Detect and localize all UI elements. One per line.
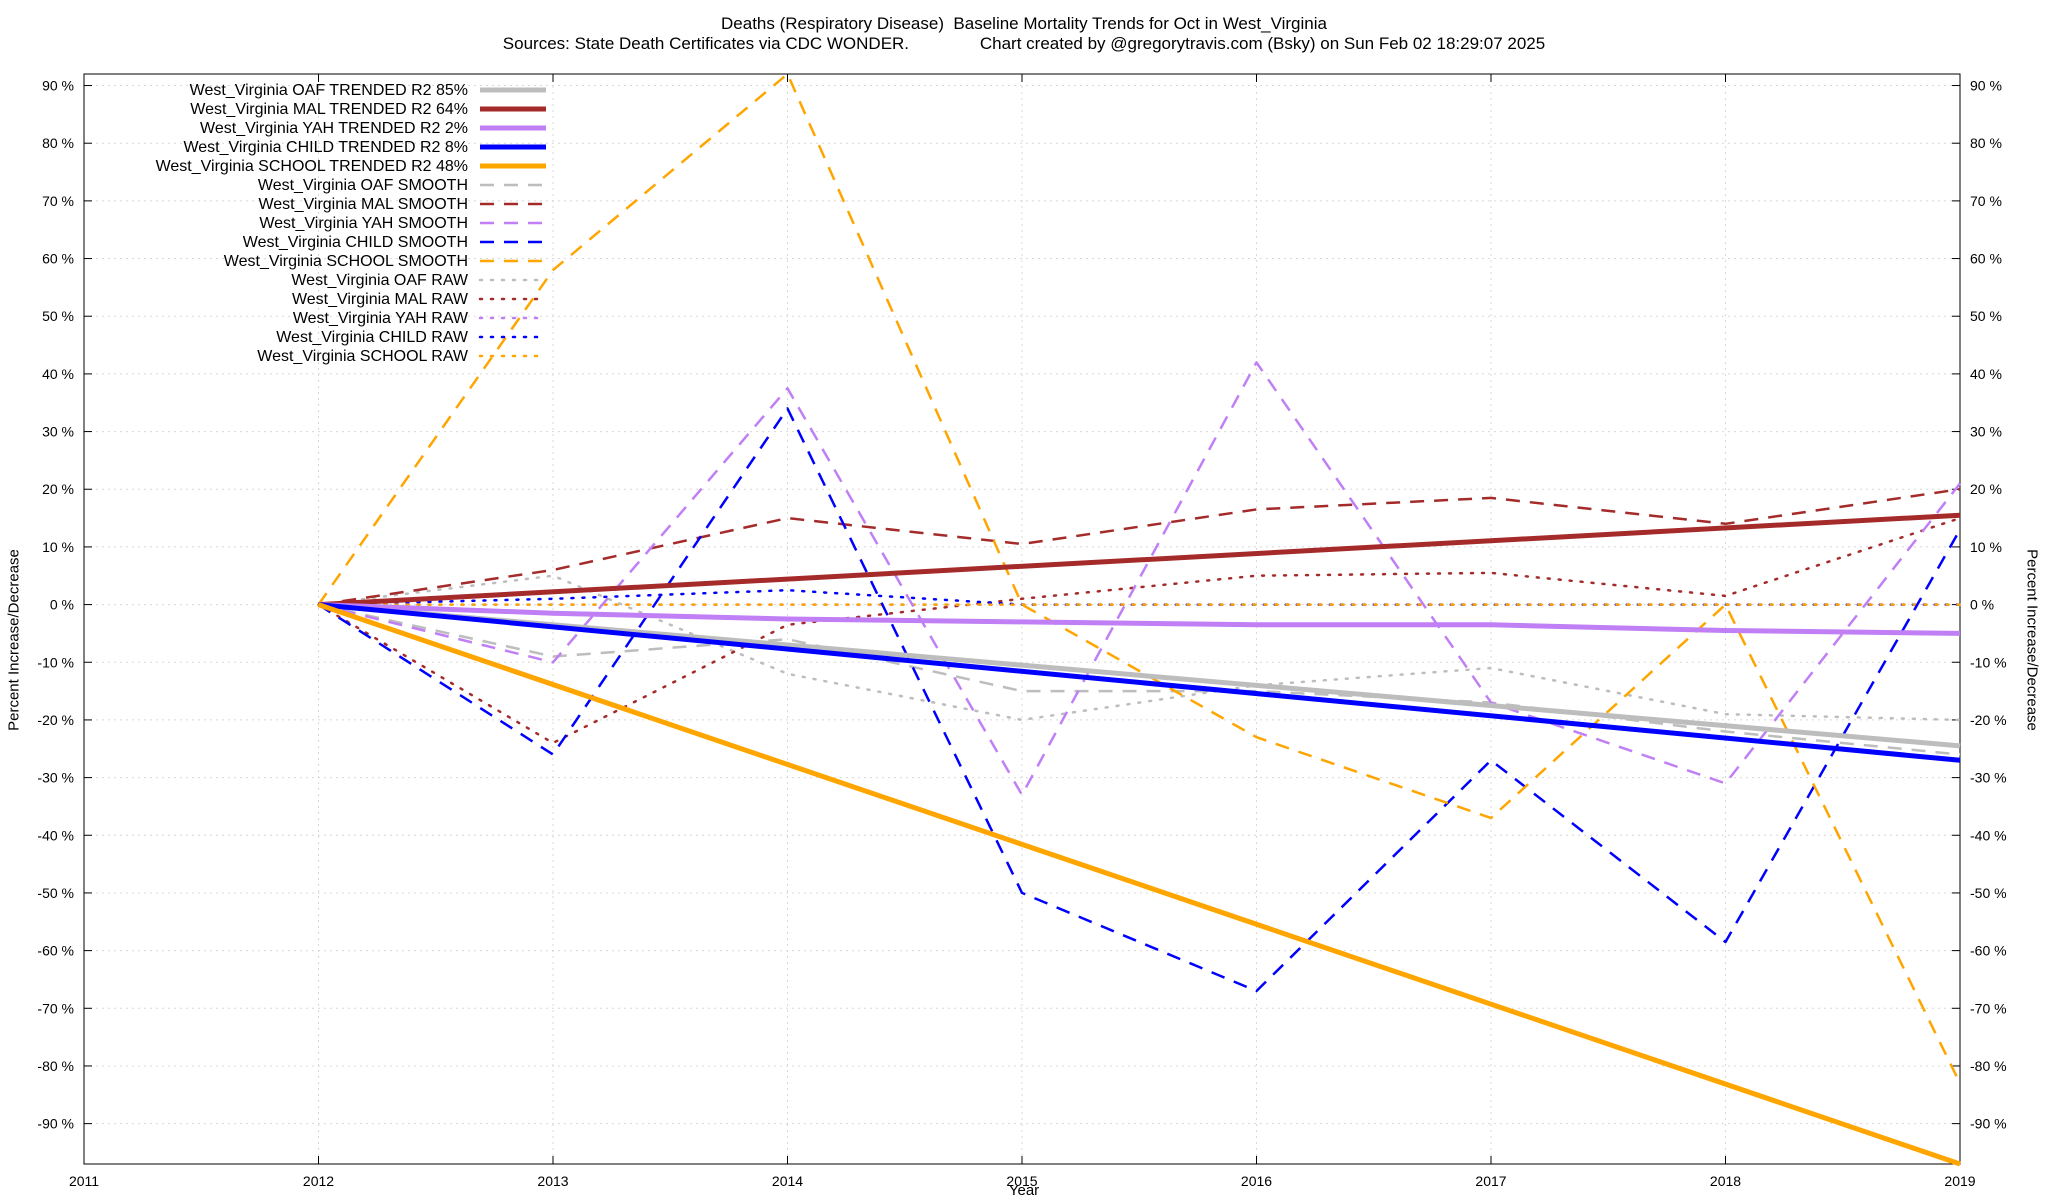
series-line-4 (317, 602, 1961, 1167)
y-axis-label-left: Percent Increase/Decrease (5, 549, 23, 731)
legend-label: West_Virginia MAL RAW (292, 291, 469, 308)
y-tick-label-left: 0 % (50, 597, 74, 613)
legend-label: West_Virginia CHILD SMOOTH (243, 234, 468, 251)
y-tick-label-right: -70 % (1970, 1000, 2007, 1016)
y-tick-label-left: 30 % (42, 424, 74, 440)
y-tick-label-right: -10 % (1970, 654, 2007, 670)
y-tick-label-right: 20 % (1970, 481, 2002, 497)
legend-label: West_Virginia MAL SMOOTH (258, 196, 468, 213)
legend-label: West_Virginia MAL TRENDED R2 64% (190, 101, 468, 118)
y-tick-label-right: -30 % (1970, 770, 2007, 786)
y-tick-label-left: -10 % (37, 654, 74, 670)
chart-subtitle: Sources: State Death Certificates via CD… (502, 34, 1546, 53)
x-tick-label: 2015 (1006, 1173, 1037, 1189)
series-line-6 (318, 487, 1961, 606)
y-tick-label-left: -60 % (37, 943, 74, 959)
legend-label: West_Virginia YAH RAW (293, 310, 469, 327)
y-axis-label-right: Percent Increase/Decrease (2023, 549, 2041, 731)
series-line-10 (317, 574, 1962, 722)
y-tick-label-left: -30 % (37, 770, 74, 786)
x-tick-label: 2012 (303, 1173, 334, 1189)
y-tick-label-right: 50 % (1970, 308, 2002, 324)
y-tick-label-right: -20 % (1970, 712, 2007, 728)
y-tick-label-right: -60 % (1970, 943, 2007, 959)
x-tick-label: 2019 (1944, 1173, 1975, 1189)
y-tick-label-right: 70 % (1970, 193, 2002, 209)
legend-label: West_Virginia YAH SMOOTH (259, 215, 468, 232)
y-tick-label-right: 30 % (1970, 424, 2002, 440)
legend-label: West_Virginia YAH TRENDED R2 2% (200, 120, 468, 137)
y-tick-label-right: 60 % (1970, 251, 2002, 267)
series-line-7 (318, 361, 1961, 797)
legend-label: West_Virginia SCHOOL RAW (257, 348, 469, 365)
legend: West_Virginia OAF TRENDED R2 85% West_Vir… (156, 82, 548, 365)
legend-label: West_Virginia OAF TRENDED R2 85% (190, 82, 468, 99)
series-line-1 (318, 512, 1961, 608)
y-tick-label-right: 10 % (1970, 539, 2002, 555)
x-tick-label: 2013 (537, 1173, 568, 1189)
y-tick-label-right: 90 % (1970, 78, 2002, 94)
x-tick-label: 2011 (69, 1173, 99, 1189)
legend-label: West_Virginia SCHOOL TRENDED R2 48% (156, 158, 468, 175)
y-tick-label-left: -70 % (37, 1000, 74, 1016)
legend-label: West_Virginia CHILD RAW (276, 329, 469, 346)
x-tick-label: 2014 (772, 1173, 803, 1189)
x-tick-label: 2016 (1241, 1173, 1272, 1189)
y-tick-label-right: 80 % (1970, 135, 2002, 151)
plot-border (83, 73, 1961, 1165)
y-tick-label-left: 10 % (42, 539, 74, 555)
y-tick-label-left: -40 % (37, 827, 74, 843)
y-tick-label-right: 40 % (1970, 366, 2002, 382)
y-tick-label-right: -80 % (1970, 1058, 2007, 1074)
y-tick-label-left: 40 % (42, 366, 74, 382)
y-tick-label-left: -90 % (37, 1116, 74, 1132)
y-tick-label-right: 0 % (1970, 597, 1994, 613)
y-tick-label-left: -20 % (37, 712, 74, 728)
legend-label: West_Virginia SCHOOL SMOOTH (224, 253, 468, 270)
x-tick-label: 2018 (1710, 1173, 1741, 1189)
y-tick-label-left: 60 % (42, 251, 74, 267)
y-tick-label-right: -90 % (1970, 1116, 2007, 1132)
y-tick-label-left: 90 % (42, 78, 74, 94)
legend-label: West_Virginia CHILD TRENDED R2 8% (183, 139, 468, 156)
series-line-3 (318, 602, 1961, 763)
x-tick-label: 2017 (1475, 1173, 1506, 1189)
series-line-5 (318, 603, 1961, 756)
legend-label: West_Virginia OAF RAW (291, 272, 469, 289)
legend-label: West_Virginia OAF SMOOTH (258, 177, 468, 194)
y-tick-label-left: 20 % (42, 481, 74, 497)
y-tick-label-left: 70 % (42, 193, 74, 209)
series-line-9 (317, 72, 1962, 1084)
y-tick-label-left: -50 % (37, 885, 74, 901)
y-tick-label-right: -50 % (1970, 885, 2007, 901)
y-tick-label-left: -80 % (37, 1058, 74, 1074)
y-tick-label-left: 50 % (42, 308, 74, 324)
y-tick-label-left: 80 % (42, 135, 74, 151)
y-tick-label-right: -40 % (1970, 827, 2007, 843)
x-axis-label: Year (1008, 1182, 1040, 1199)
chart-title: Deaths (Respiratory Disease) Baseline Mo… (721, 14, 1327, 33)
series-line-8 (317, 407, 1962, 993)
series-line-2 (318, 602, 1961, 636)
